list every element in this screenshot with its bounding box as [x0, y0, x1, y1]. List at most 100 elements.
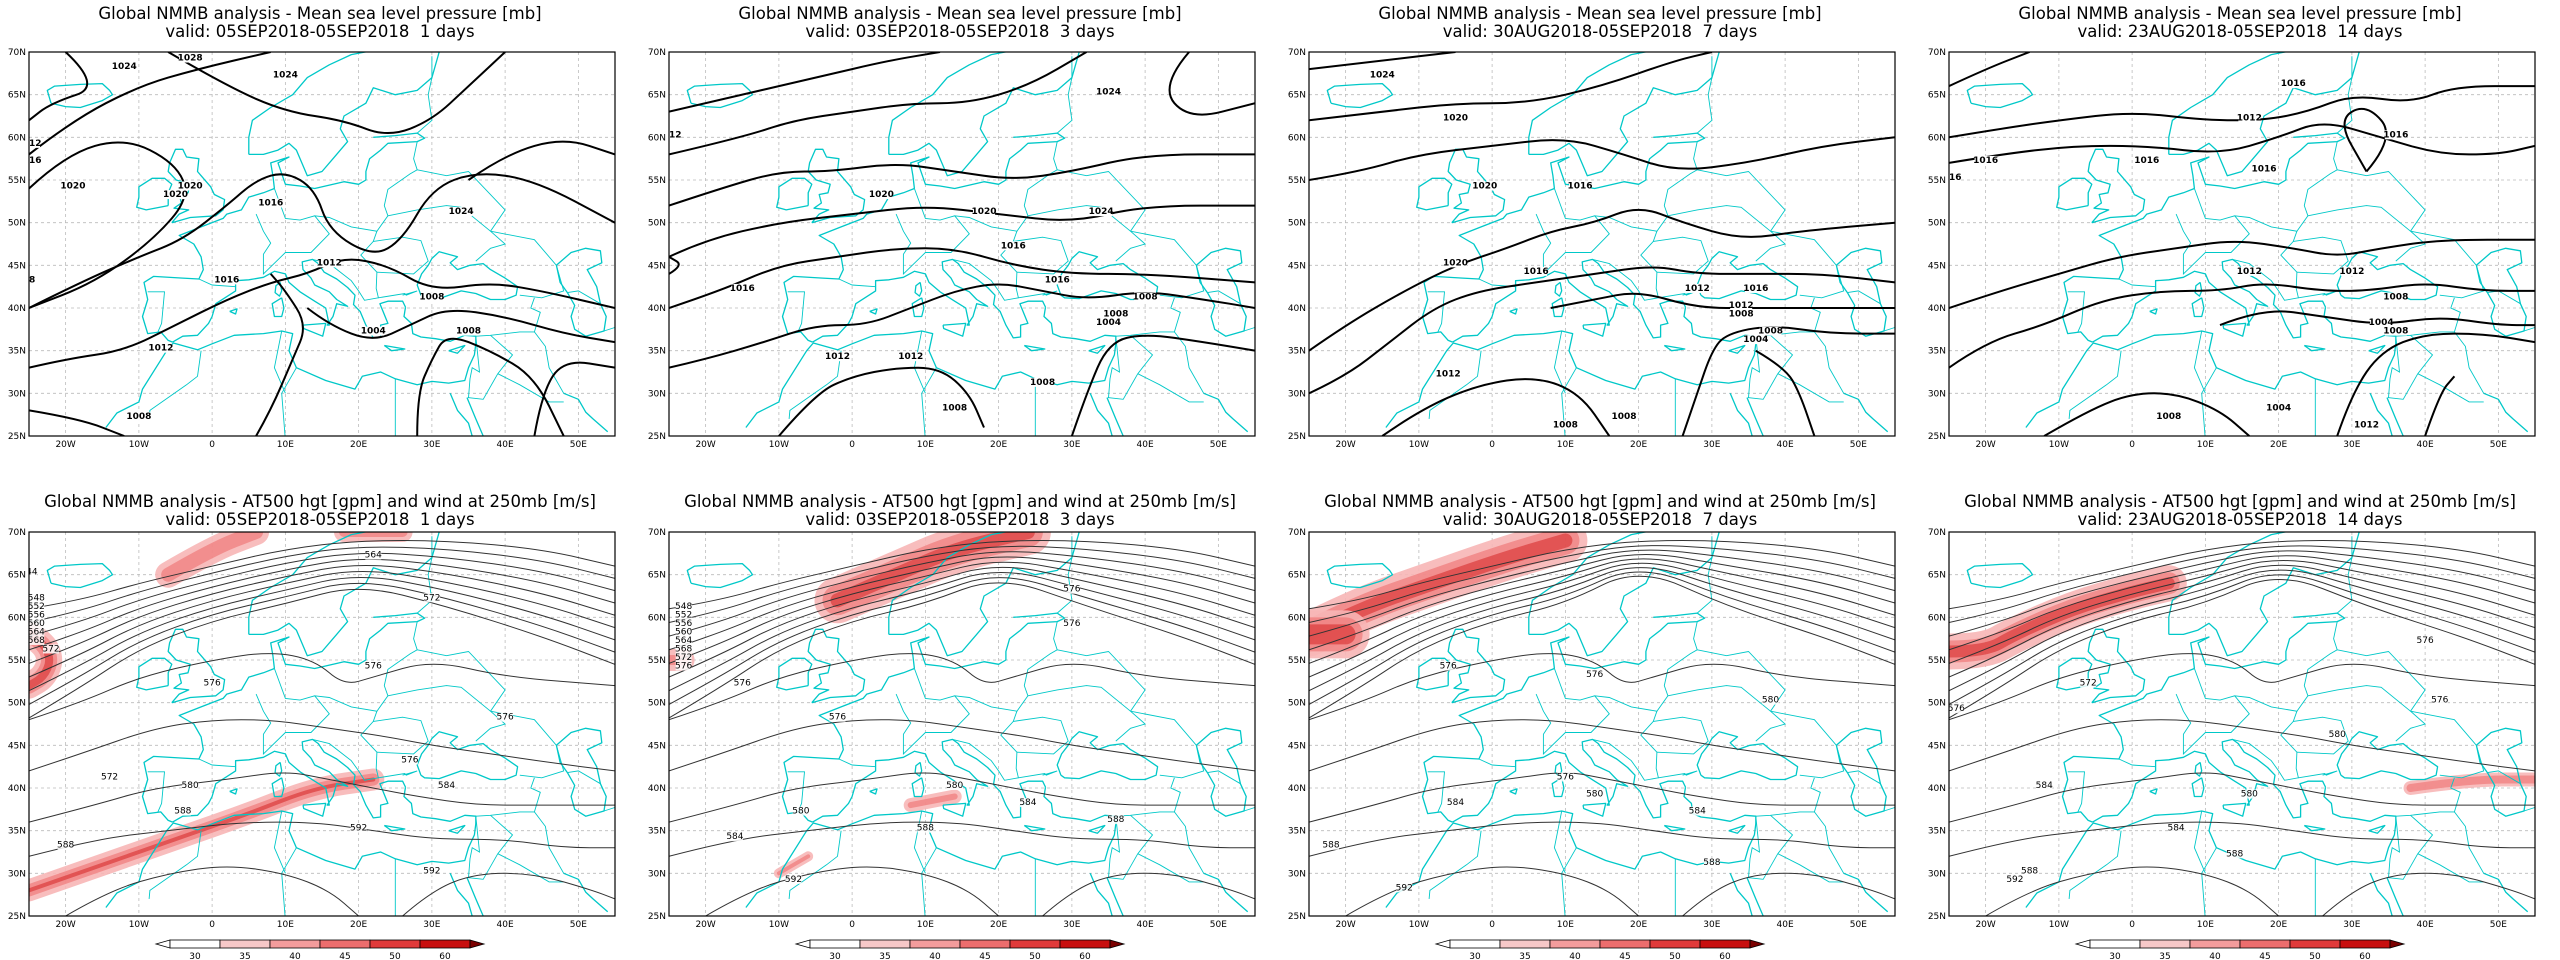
height-contour — [29, 588, 615, 719]
lon-tick-label: 30E — [2343, 440, 2360, 450]
isobar-label-bg — [164, 190, 187, 200]
country-border — [1478, 758, 1516, 768]
coastline — [807, 628, 866, 704]
isobar-label: 1016 — [1973, 156, 1998, 166]
coastline — [383, 344, 406, 352]
lon-tick-label: 20E — [2270, 440, 2287, 450]
country-border — [417, 649, 507, 742]
isobar-label: 1016 — [2383, 130, 2408, 140]
colorbar-right-arrow — [469, 939, 486, 949]
country-border — [1013, 716, 1069, 755]
height-label-bg — [917, 823, 934, 833]
height-label-bg — [365, 661, 382, 671]
height-contour — [1309, 821, 1895, 857]
height-label-bg — [946, 781, 963, 790]
country-border — [1653, 236, 1709, 275]
country-border — [147, 291, 165, 333]
isobar-label: 1016 — [1936, 173, 1961, 183]
lon-tick-label: 30E — [1063, 920, 1080, 930]
coastline — [555, 247, 607, 337]
isobar-label: 1008 — [126, 412, 151, 422]
height-label-bg — [1322, 840, 1339, 850]
isobar — [533, 361, 615, 436]
isobar-label: 28 — [23, 275, 36, 285]
isobar-label: 1012 — [2237, 267, 2262, 277]
isobar-label: 1008 — [1758, 327, 1783, 337]
lat-tick-label: 55N — [1288, 176, 1306, 186]
isobar-label-bg — [61, 181, 84, 191]
isobar-label-bg — [1974, 155, 1997, 165]
lon-tick-label: 20W — [55, 920, 75, 930]
height-label-bg — [675, 644, 692, 654]
isobar-label: 1012 — [16, 139, 41, 149]
coastline — [466, 397, 484, 436]
height-label: 588 — [1322, 841, 1339, 851]
lat-tick-label: 60N — [1288, 613, 1306, 623]
lat-tick-label: 35N — [1928, 347, 1946, 357]
country-border — [921, 367, 937, 436]
lon-tick-label: 30E — [2343, 920, 2360, 930]
colorbar-right-arrow — [1749, 939, 1766, 949]
country-border — [1847, 770, 1881, 785]
isobar-label: 1008 — [1030, 378, 1055, 388]
lat-tick-label: 70N — [1928, 48, 1946, 58]
isobar-label: 1016 — [2251, 164, 2276, 174]
country-border — [2175, 188, 2250, 275]
height-contour — [1949, 821, 2535, 857]
lon-tick-label: 20W — [695, 920, 715, 930]
colorbar-right-arrow — [2389, 939, 2406, 949]
height-label: 576 — [1586, 670, 1603, 680]
colorbar-swatch — [909, 939, 961, 949]
country-border — [1137, 853, 1204, 883]
height-label-bg — [2080, 678, 2097, 688]
country-border — [373, 236, 429, 275]
colorbar-swatch — [1449, 939, 1501, 949]
coastline — [1843, 392, 1889, 433]
country-border — [603, 806, 615, 812]
country-border — [314, 141, 418, 232]
colorbar-label: 45 — [2259, 952, 2270, 960]
height-contour — [29, 570, 615, 678]
height-label: 572 — [423, 593, 440, 603]
isobar-label: 1016 — [1045, 275, 1070, 285]
lon-tick-label: 10E — [277, 920, 294, 930]
height-label: 576 — [734, 679, 751, 689]
coastline — [2149, 308, 2158, 315]
colorbar-swatch — [219, 939, 271, 949]
country-border — [416, 56, 433, 134]
height-label: 572 — [42, 644, 59, 654]
country-border — [534, 811, 565, 874]
isobar-label-bg — [2252, 164, 2275, 174]
panel-subtitle: valid: 05SEP2018-05SEP2018 1 days — [165, 510, 475, 529]
coastline — [812, 738, 1047, 823]
isobar — [1168, 52, 1255, 116]
coastline — [1554, 281, 1563, 297]
lon-tick-label: 40E — [1777, 920, 1794, 930]
country-border — [2234, 141, 2338, 232]
lon-tick-label: 40E — [497, 440, 514, 450]
colorbar-swatch — [369, 939, 421, 949]
coastline — [2025, 786, 2397, 908]
lat-tick-label: 50N — [1288, 219, 1306, 229]
lat-tick-label: 70N — [1928, 528, 1946, 538]
isobar-label-bg — [1046, 275, 1069, 285]
coastline — [1326, 562, 1394, 589]
isobar-label: 1024 — [112, 62, 137, 72]
height-label-bg — [2021, 866, 2038, 876]
isobar-label: 1016 — [2134, 156, 2159, 166]
lon-tick-label: 0 — [849, 920, 855, 930]
height-contour — [669, 566, 1255, 678]
country-border — [2068, 350, 2122, 419]
isobar-label-bg — [450, 207, 473, 217]
isobar — [1309, 208, 1895, 352]
country-border — [2232, 711, 2299, 781]
coastline — [141, 667, 275, 823]
country-border — [378, 290, 418, 299]
country-border — [198, 758, 236, 768]
isobar — [2343, 107, 2387, 173]
height-label: 588 — [2021, 866, 2038, 876]
lat-tick-label: 30N — [1928, 869, 1946, 879]
map-content: 5645725445485525565605645685725765765765… — [29, 532, 615, 916]
country-border — [2523, 806, 2535, 812]
height-label: 584 — [2036, 781, 2053, 791]
